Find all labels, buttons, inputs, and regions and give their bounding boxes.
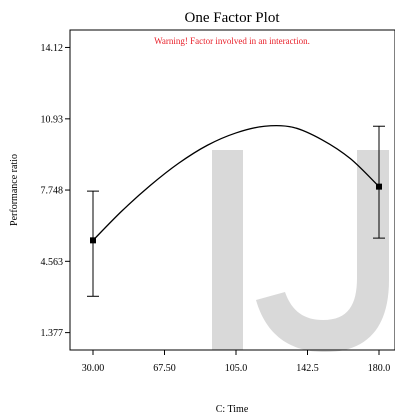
- interaction-warning: Warning! Factor involved in an interacti…: [154, 36, 310, 46]
- watermark-letter-j: [256, 150, 389, 352]
- chart-title: One Factor Plot: [185, 10, 281, 26]
- y-tick-label: 1.377: [41, 328, 64, 339]
- x-tick-label: 180.0: [368, 363, 391, 374]
- x-axis: 30.00 67.50 105.0 142.5 180.0: [82, 350, 391, 374]
- x-axis-label: C: Time: [216, 404, 249, 415]
- y-axis: 1.377 4.563 7.748 10.93 14.12: [41, 43, 70, 339]
- y-tick-label: 10.93: [41, 114, 64, 125]
- series: [87, 124, 385, 297]
- x-tick-label: 142.5: [296, 363, 319, 374]
- data-point-marker: [376, 183, 382, 190]
- data-point-marker: [90, 237, 96, 244]
- design-point: [373, 125, 385, 239]
- y-tick-label: 7.748: [41, 186, 64, 197]
- y-tick-label: 4.563: [41, 257, 64, 268]
- x-tick-label: 105.0: [225, 363, 248, 374]
- x-tick-label: 30.00: [82, 363, 105, 374]
- y-axis-label: Performance ratio: [9, 154, 20, 226]
- x-tick-label: 67.50: [153, 363, 176, 374]
- watermark-letter-i: [212, 150, 243, 350]
- y-tick-label: 14.12: [41, 43, 64, 54]
- design-point: [87, 190, 99, 297]
- prediction-line: [92, 124, 380, 241]
- watermark-logo: [212, 150, 389, 352]
